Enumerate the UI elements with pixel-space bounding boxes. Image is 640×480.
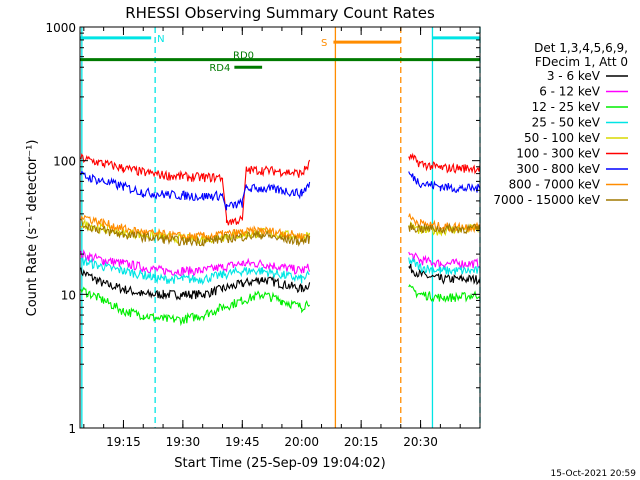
series-6-line-0 xyxy=(80,170,311,211)
axes: 1 10 100 1000 19:15 19:30 19:45 20:00 20:15 20:30 xyxy=(45,21,481,449)
y-tick-label-1: 10 xyxy=(61,288,76,302)
series-2-line-0 xyxy=(80,286,311,327)
legend-label-0: 3 - 6 keV xyxy=(547,69,601,83)
y-tick-label-2: 100 xyxy=(53,155,76,169)
series-3 xyxy=(80,256,481,286)
x-tick-label-3: 20:00 xyxy=(284,435,319,449)
series-group xyxy=(80,152,481,327)
legend-label-3: 25 - 50 keV xyxy=(532,116,601,130)
series-5-line-0 xyxy=(80,153,311,226)
series-5 xyxy=(80,152,481,226)
legend-label-7: 800 - 7000 keV xyxy=(509,178,601,192)
series-0-line-0 xyxy=(80,267,311,301)
legend-label-1: 6 - 12 keV xyxy=(539,85,601,99)
series-6 xyxy=(80,170,481,211)
y-tick-label-3: 1000 xyxy=(45,21,76,35)
legend-header-0: Det 1,3,4,5,6,9, xyxy=(534,41,628,55)
series-6-line-1 xyxy=(408,171,481,194)
legend: Det 1,3,4,5,6,9,FDecim 1, Att 03 - 6 keV… xyxy=(493,41,628,207)
y-tick-label-0: 1 xyxy=(68,422,76,436)
legend-header-1: FDecim 1, Att 0 xyxy=(535,55,628,69)
series-3-line-1 xyxy=(408,256,481,275)
flag-label-3: RD4 xyxy=(209,63,230,74)
x-tick-label-1: 19:30 xyxy=(166,435,201,449)
y-axis-label: Count Rate (s⁻¹ detector⁻¹) xyxy=(25,140,40,317)
series-8-line-0 xyxy=(80,218,311,247)
plot-frame xyxy=(79,26,481,429)
flag-label-1: S xyxy=(321,38,327,49)
legend-label-5: 100 - 300 keV xyxy=(516,147,600,161)
legend-label-6: 300 - 800 keV xyxy=(516,162,600,176)
series-8 xyxy=(80,218,481,247)
series-3-line-0 xyxy=(80,256,310,286)
series-2 xyxy=(80,284,481,327)
series-2-line-1 xyxy=(408,284,481,303)
x-tick-label-0: 19:15 xyxy=(106,435,141,449)
x-tick-label-4: 20:15 xyxy=(344,435,379,449)
legend-label-8: 7000 - 15000 keV xyxy=(493,193,600,207)
x-tick-label-2: 19:45 xyxy=(225,435,260,449)
series-7-line-1 xyxy=(408,213,481,234)
flag-label-2: RD0 xyxy=(233,51,254,62)
series-1-line-1 xyxy=(408,251,481,270)
x-axis-label: Start Time (25-Sep-09 19:04:02) xyxy=(174,456,385,471)
legend-label-2: 12 - 25 keV xyxy=(532,100,601,114)
series-8-line-1 xyxy=(408,222,481,235)
flag-label-0: N xyxy=(157,34,164,45)
series-1-line-0 xyxy=(80,249,311,277)
series-1 xyxy=(80,249,481,277)
series-5-line-1 xyxy=(408,152,481,175)
x-tick-label-5: 20:30 xyxy=(403,435,438,449)
legend-label-4: 50 - 100 keV xyxy=(524,131,601,145)
timestamp-label: 15-Oct-2021 20:59 xyxy=(551,469,637,479)
series-0-line-1 xyxy=(408,263,481,286)
chart-title: RHESSI Observing Summary Count Rates xyxy=(125,4,435,22)
series-0 xyxy=(80,263,481,301)
